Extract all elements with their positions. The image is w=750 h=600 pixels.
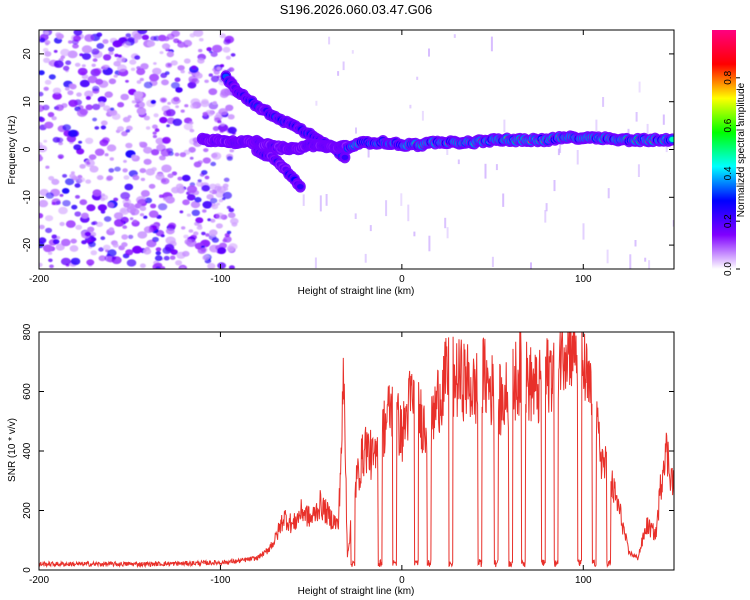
colorbar-tick-label: 0.4	[723, 166, 734, 180]
spectrogram-x-label: Height of straight line (km)	[298, 286, 415, 297]
spectrogram-noise	[39, 30, 239, 269]
y-tick-label: -10	[22, 190, 33, 205]
snr-x-axis: -200 -100 0 100	[29, 332, 592, 586]
y-tick-label: 20	[22, 48, 33, 60]
x-tick-label: -100	[210, 274, 230, 285]
snr-y-axis: 0 200 400 600 800	[22, 323, 674, 573]
y-tick-label: -20	[22, 237, 33, 252]
y-tick-label: 0	[22, 146, 33, 152]
spectrogram-y-label: Frequency (Hz)	[7, 116, 18, 185]
snr-x-label: Height of straight line (km)	[298, 586, 415, 597]
x-tick-label: 0	[399, 274, 405, 285]
y-tick-label: 400	[22, 442, 33, 459]
y-tick-label: 0	[22, 567, 33, 573]
snr-series-line	[39, 332, 674, 569]
x-tick-label: 100	[575, 575, 592, 586]
spectrogram-streaks	[302, 34, 674, 269]
colorbar-label: Normalized spectral amplitude	[736, 82, 747, 217]
spectrogram-image	[39, 30, 674, 269]
x-tick-label: 0	[399, 575, 405, 586]
figure-title: S196.2026.060.03.47.G06	[280, 2, 433, 17]
spectrogram-main-trace	[196, 130, 674, 156]
spectrogram-lower-branch	[251, 144, 306, 193]
x-tick-label: -100	[210, 575, 230, 586]
colorbar-gradient	[712, 30, 736, 269]
y-tick-label: 800	[22, 323, 33, 340]
x-tick-label: -200	[29, 575, 49, 586]
y-tick-label: 600	[22, 383, 33, 400]
y-tick-label: 200	[22, 502, 33, 519]
snr-background	[39, 332, 674, 570]
colorbar-ticks: 0.0 0.2 0.4 0.6 0.8	[723, 70, 740, 276]
colorbar-tick-label: 0.8	[723, 70, 734, 84]
colorbar-tick-label: 0.2	[723, 214, 734, 228]
colorbar-tick-label: 0.6	[723, 118, 734, 132]
snr-y-label: SNR (10 * v/v)	[7, 418, 18, 482]
spectrogram-y-axis: -20 -10 0 10 20	[22, 48, 674, 252]
x-tick-label: -200	[29, 274, 49, 285]
y-tick-label: 10	[22, 96, 33, 108]
colorbar: 0.0 0.2 0.4 0.6 0.8 Normalized spectral ampl…	[712, 30, 747, 276]
colorbar-tick-label: 0.0	[723, 262, 734, 276]
spectrogram-x-axis: -200 -100 0 100	[29, 30, 592, 285]
x-tick-label: 100	[575, 274, 592, 285]
snr-panel: -200 -100 0 100 0 200 400 600 800 Height of str…	[7, 323, 675, 597]
